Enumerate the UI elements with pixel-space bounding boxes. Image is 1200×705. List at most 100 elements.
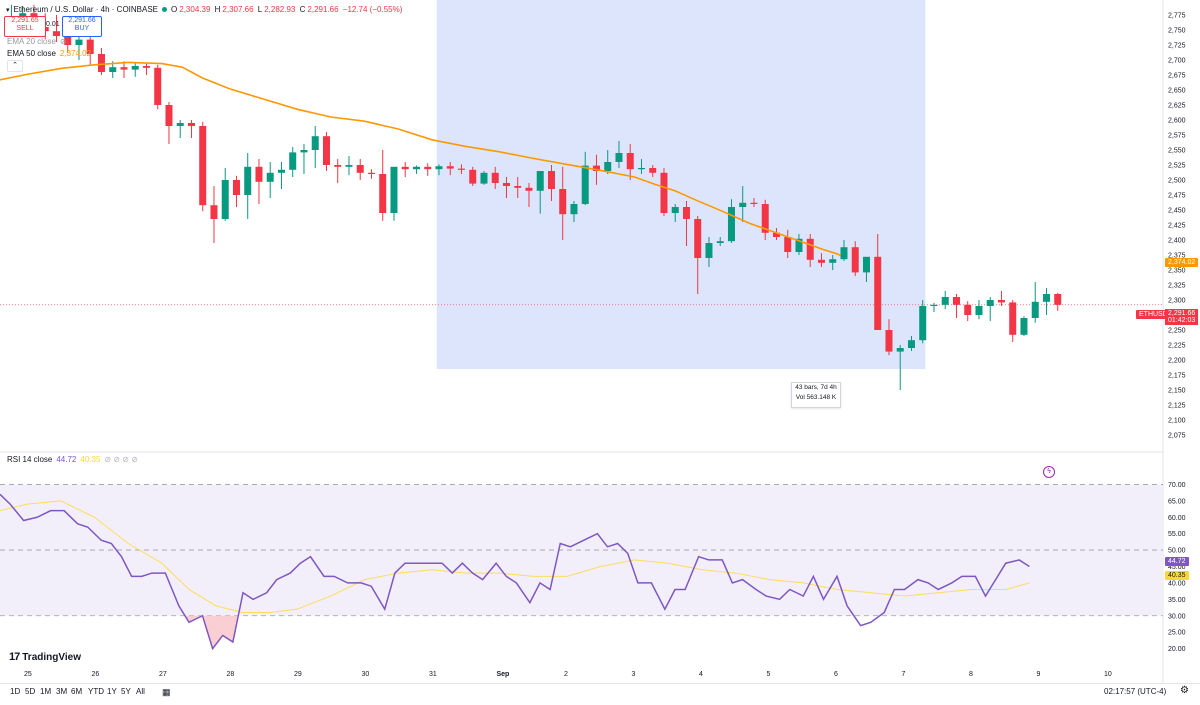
date-range-highlight: [436, 0, 926, 369]
ema50-legend[interactable]: EMA 50 close 2,374.02: [7, 49, 91, 58]
range-volume: Vol 563.148 K: [795, 394, 837, 401]
candle-body: [345, 165, 353, 167]
candle-body: [210, 205, 218, 219]
candle: [806, 234, 814, 267]
price-tick-label: 2,350: [1168, 268, 1186, 275]
timeframe-1y-button[interactable]: 1Y: [107, 687, 117, 696]
candle-body: [469, 169, 477, 184]
symbol-legend: ▾ Ethereum / U.S. Dollar · 4h · COINBASE…: [6, 5, 404, 14]
price-tick-label: 2,075: [1168, 433, 1186, 440]
market-status-icon: [162, 7, 168, 12]
candle: [390, 166, 398, 221]
candle: [772, 228, 780, 240]
tradingview-logo[interactable]: 17 TradingView: [9, 651, 81, 663]
timeframe-5d-button[interactable]: 5D: [25, 687, 36, 696]
candle-body: [379, 174, 387, 213]
candle-body: [525, 187, 533, 191]
timeframe-1d-button[interactable]: 1D: [10, 687, 21, 696]
candle-body: [581, 165, 589, 204]
candle: [165, 102, 173, 144]
time-tick-label: 28: [227, 671, 235, 678]
time-tick-label: 6: [834, 671, 838, 678]
candle: [570, 201, 578, 222]
timeframe-ytd-button[interactable]: YTD: [88, 687, 104, 696]
candle-body: [649, 168, 657, 173]
candle: [907, 336, 915, 351]
candle-body: [120, 67, 128, 70]
candle: [424, 163, 432, 176]
candle: [142, 63, 150, 75]
candle: [986, 297, 994, 321]
rsi-legend[interactable]: RSI 14 close 44.72 40.35 ⊘ ⊘ ⊘ ⊘: [7, 455, 138, 464]
buy-price: 2,291.66: [68, 17, 96, 24]
hidden-eye-icon[interactable]: ⊘ ⊘ ⊘ ⊘: [104, 455, 138, 464]
candle-body: [176, 123, 184, 126]
candle: [829, 255, 837, 270]
collapse-legend-button[interactable]: ⌃: [7, 60, 23, 72]
range-tooltip: 43 bars, 7d 4h Vol 563.148 K: [791, 382, 841, 408]
buy-label: BUY: [74, 25, 90, 32]
price-tick-label: 2,125: [1168, 403, 1186, 410]
candle-body: [862, 256, 870, 273]
candle-body: [142, 66, 150, 68]
sell-button[interactable]: 2,291.65 SELL: [4, 16, 46, 37]
settings-icon[interactable]: ⚙: [1180, 685, 1189, 696]
lightning-icon[interactable]: ϟ: [1043, 466, 1055, 478]
tradingview-logo-icon: 17: [9, 651, 20, 663]
timeframe-1m-button[interactable]: 1M: [40, 687, 52, 696]
symbol-title[interactable]: Ethereum / U.S. Dollar · 4h · COINBASE: [13, 5, 159, 14]
candle: [502, 177, 510, 198]
candle-body: [716, 241, 724, 243]
candle: [682, 201, 690, 246]
clock-readout[interactable]: 02:17:57 (UTC-4): [1104, 687, 1167, 696]
candle-body: [626, 153, 634, 170]
time-axis[interactable]: 25 26 27 28 29 30 31 Sep 2 3 4 5 6 7 8 9 10: [24, 671, 1112, 678]
candle-body: [671, 207, 679, 213]
candle: [86, 34, 94, 66]
candle-body: [547, 171, 555, 189]
candle: [412, 165, 420, 174]
candle: [851, 241, 859, 276]
price-tick-label: 2,475: [1168, 193, 1186, 200]
ema50-layer: [0, 61, 841, 257]
timeframe-6m-button[interactable]: 6M: [71, 687, 83, 696]
hidden-eye-icon[interactable]: ⊘: [59, 37, 67, 46]
time-tick-label: 4: [699, 671, 703, 678]
candle-body: [772, 232, 780, 237]
candle: [930, 303, 938, 312]
range-bars: 43 bars, 7d 4h: [795, 384, 837, 391]
timeframe-3m-button[interactable]: 3M: [56, 687, 68, 696]
candle: [874, 234, 882, 330]
timeframe-all-button[interactable]: All: [136, 687, 145, 696]
candle: [1020, 316, 1028, 336]
time-tick-label: Sep: [497, 671, 510, 678]
candle-body: [761, 204, 769, 233]
candle: [1031, 282, 1039, 323]
candle: [761, 199, 769, 240]
candle-body: [390, 166, 398, 213]
ema20-legend[interactable]: EMA 20 close ⊘: [7, 37, 67, 46]
buy-button[interactable]: 2,291.66 BUY: [62, 16, 102, 37]
sell-label: SELL: [16, 25, 34, 32]
candle: [300, 144, 308, 174]
candle-body: [131, 66, 139, 70]
price-axis[interactable]: 2,075 2,100 2,125 2,150 2,175 2,200 2,225 2,250…: [1168, 13, 1186, 440]
candle-body: [266, 172, 274, 182]
time-tick-label: 8: [969, 671, 973, 678]
chevron-icon[interactable]: ▾: [6, 6, 10, 14]
candle: [379, 150, 387, 221]
candle-body: [491, 172, 499, 183]
candle-body: [86, 39, 94, 54]
rsi-tick-label: 35.00: [1168, 597, 1186, 604]
price-tick-label: 2,225: [1168, 343, 1186, 350]
price-tick-label: 2,550: [1168, 148, 1186, 155]
price-tick-label: 2,250: [1168, 328, 1186, 335]
candle-body: [919, 306, 927, 341]
rsi-tick-label: 60.00: [1168, 515, 1186, 522]
calendar-icon[interactable]: ▦: [162, 687, 171, 697]
time-tick-label: 10: [1104, 671, 1112, 678]
rsi-tick-label: 55.00: [1168, 531, 1186, 538]
timeframe-5y-button[interactable]: 5Y: [121, 687, 131, 696]
time-tick-label: 5: [767, 671, 771, 678]
